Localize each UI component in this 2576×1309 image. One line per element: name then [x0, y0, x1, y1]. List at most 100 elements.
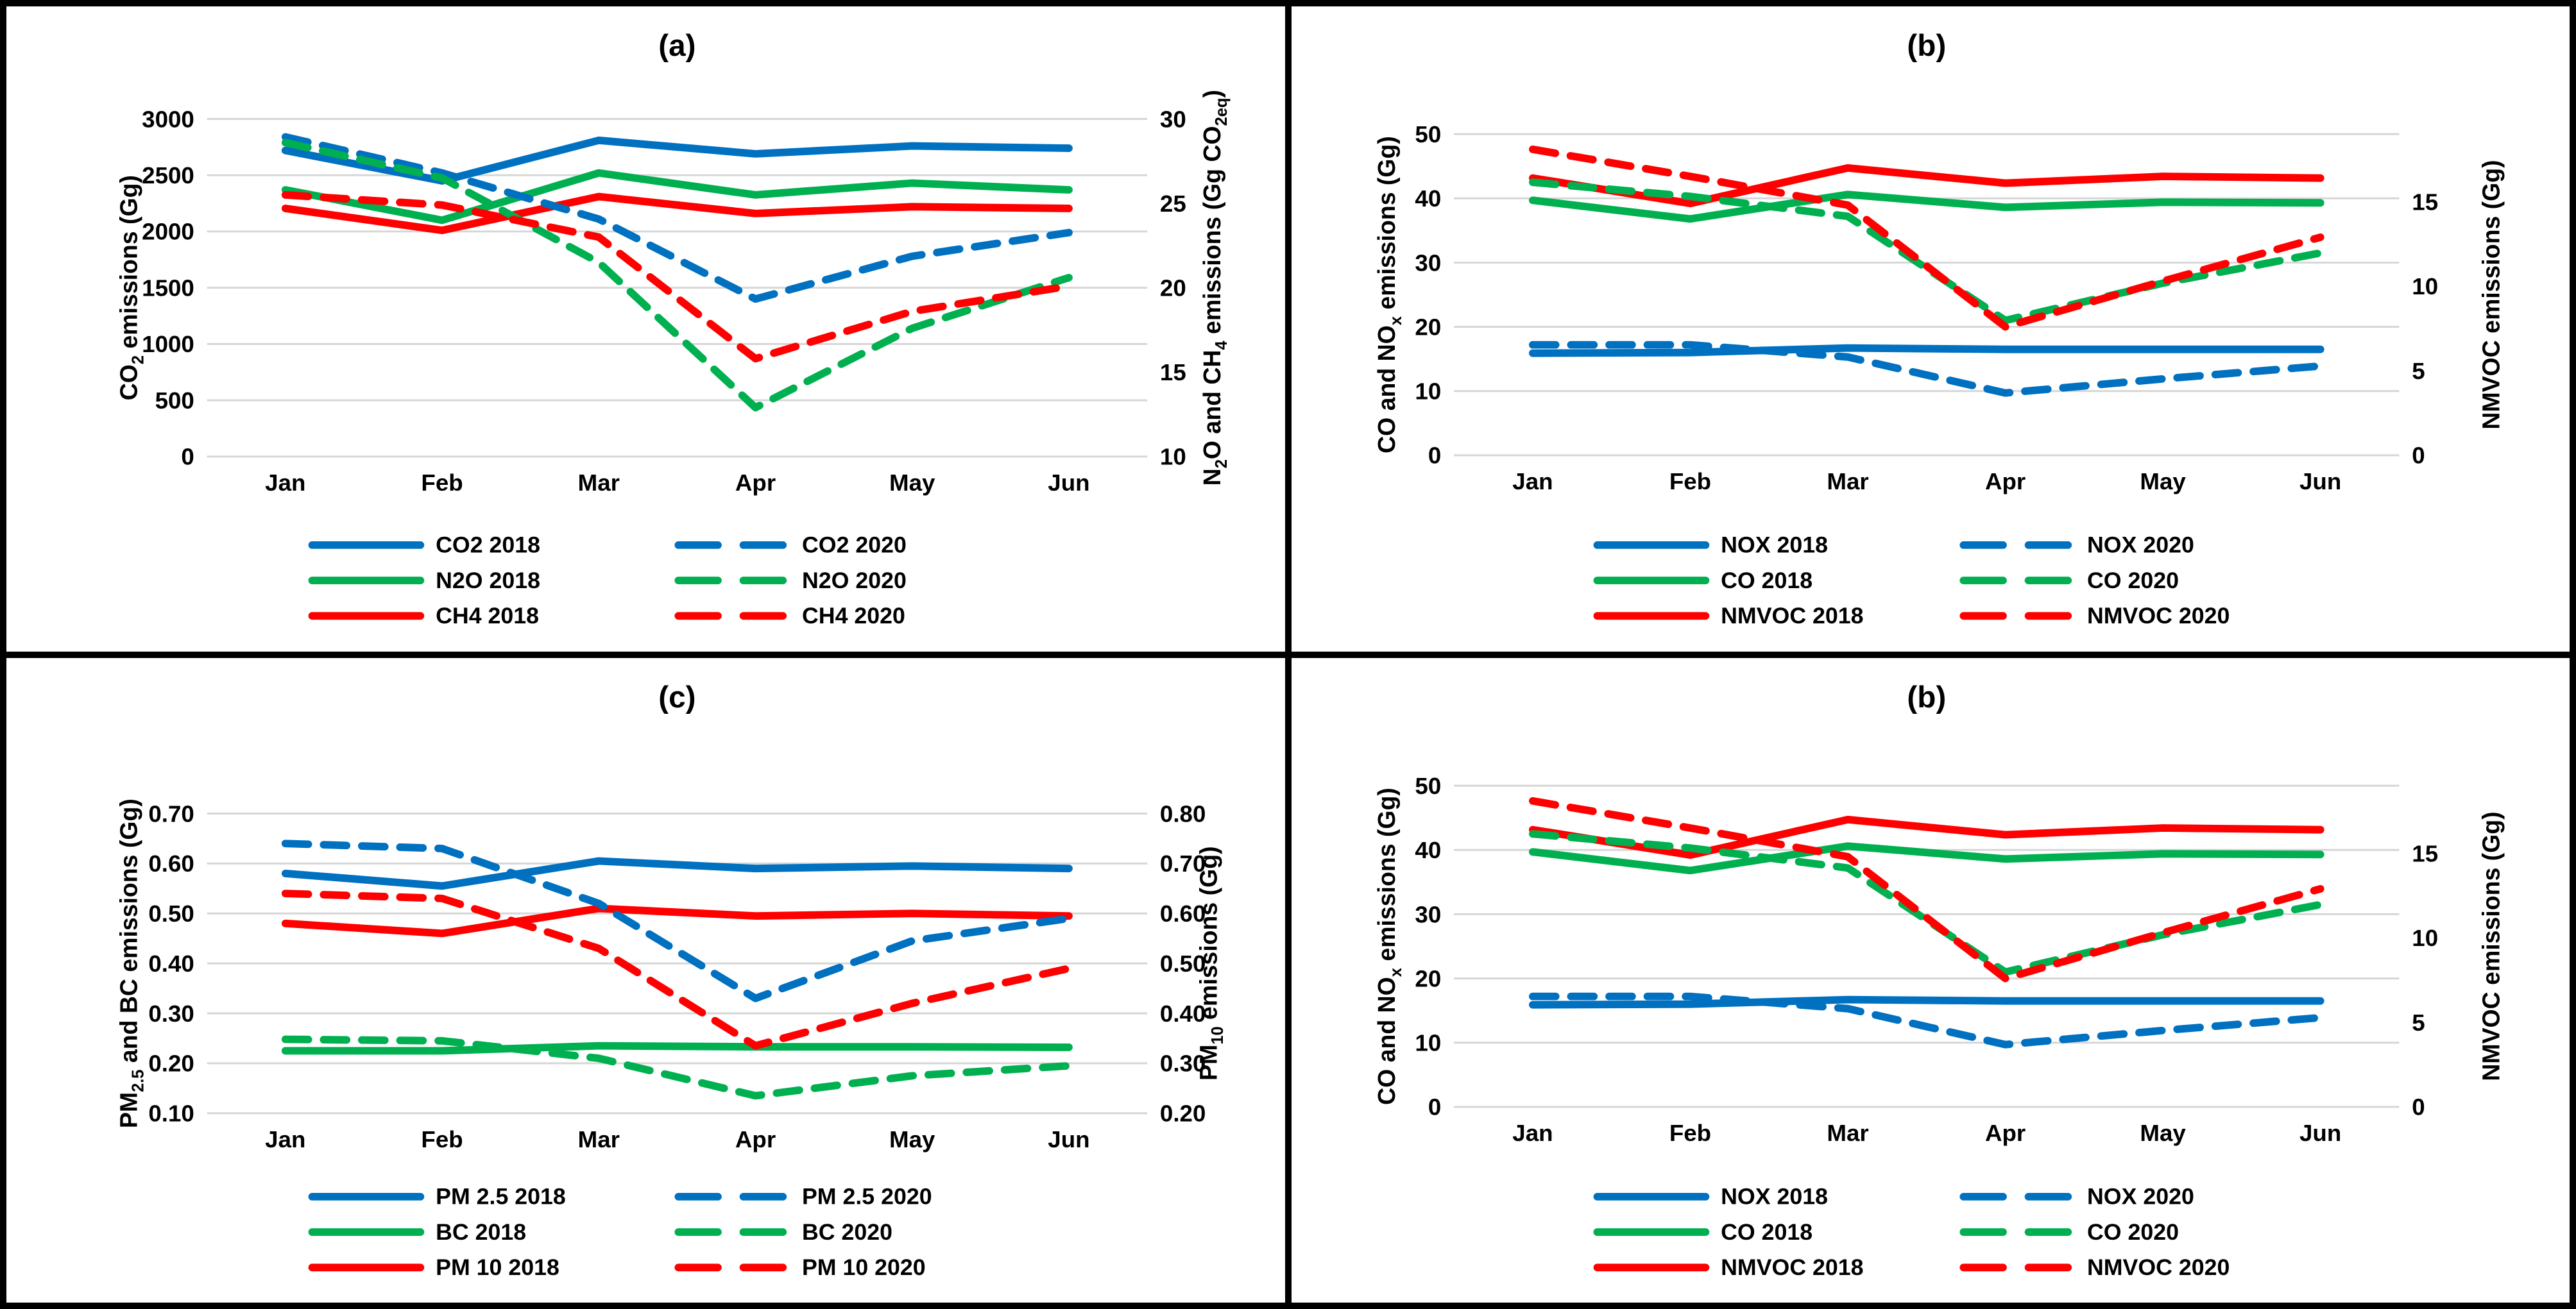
left-axis-tick: 0.10 — [148, 1100, 194, 1126]
panel-title-c: (c) — [658, 680, 695, 714]
right-axis-title-b: NMVOC emissions (Gg) — [2477, 160, 2504, 429]
chart-a: (a) 3000 2500 2000 1500 1000 500 0 30 25 20 15 10 Jan… — [115, 29, 1231, 629]
right-axis-tick: 10 — [2412, 273, 2438, 300]
left-axis-tick: 40 — [1415, 185, 1441, 212]
left-axis-tick: 1500 — [142, 275, 194, 301]
panel-d: (b) 50 40 30 20 10 0 15 10 5 0 Jan Feb Mar Apr May Jun CO… — [1291, 657, 2570, 1303]
series-line-co-2018 — [1528, 190, 2324, 223]
left-axis-title-c: PM2.5 and BC emissions (Gg) — [115, 798, 147, 1128]
x-axis-tick-feb: Feb — [421, 469, 463, 496]
legend-label-n2o-2020: N2O 2020 — [802, 568, 907, 593]
series-line-nmvoc-2018 — [1528, 164, 2324, 208]
x-axis-tick-may: May — [889, 1126, 935, 1153]
left-axis-tick: 50 — [1415, 121, 1441, 148]
left-axis-tick: 30 — [1415, 249, 1441, 276]
right-axis-tick: 0.40 — [1160, 1000, 1206, 1026]
x-axis-tick-feb: Feb — [421, 1126, 463, 1153]
series-line-n2o-2020 — [281, 139, 1073, 412]
legend-label-ch4-2020: CH4 2020 — [802, 603, 905, 629]
series-line-pm-2-5-2020 — [281, 839, 1073, 1002]
left-axis-title-d: CO and NOx emissions (Gg) — [1372, 788, 1404, 1105]
left-axis-tick: 0 — [181, 444, 194, 470]
right-axis-tick: 0 — [2412, 443, 2425, 469]
series-line-nmvoc-2020 — [1528, 145, 2324, 331]
x-axis-tick-mar: Mar — [578, 469, 620, 496]
series-line-nmvoc-2018 — [1528, 815, 2324, 859]
series-line-co2-2020 — [281, 133, 1073, 303]
left-axis-tick: 0.50 — [148, 900, 194, 927]
right-axis-tick: 15 — [1160, 359, 1186, 385]
right-axis-tick: 30 — [1160, 106, 1186, 132]
x-axis-tick-mar: Mar — [1827, 468, 1868, 494]
series-line-nox-2018 — [1528, 344, 2324, 357]
legend-label-nmvoc-2020: NMVOC 2020 — [2086, 603, 2229, 629]
x-axis-tick-mar: Mar — [1827, 1120, 1868, 1146]
legend-label-co2-2018: CO2 2018 — [436, 532, 540, 558]
left-axis-tick: 0 — [1428, 1094, 1440, 1120]
left-axis-tick: 0 — [1428, 443, 1440, 469]
legend-label-co-2018: CO 2018 — [1721, 568, 1813, 593]
series-line-bc-2018 — [281, 1042, 1073, 1054]
legend-label-bc-2018: BC 2018 — [436, 1219, 526, 1245]
legend-label-ch4-2018: CH4 2018 — [436, 603, 539, 629]
x-axis-tick-jan: Jan — [265, 469, 305, 496]
left-axis-tick: 0.70 — [148, 800, 194, 827]
right-axis-tick: 10 — [1160, 444, 1186, 470]
right-axis-tick: 0.50 — [1160, 950, 1206, 977]
left-axis-tick: 3000 — [142, 106, 194, 132]
legend-label-co2-2020: CO2 2020 — [802, 532, 907, 558]
left-axis-tick: 20 — [1415, 965, 1441, 992]
series-line-pm-2-5-2018 — [281, 857, 1073, 890]
x-axis-tick-jun: Jun — [2299, 1120, 2341, 1146]
left-axis-tick: 30 — [1415, 901, 1441, 927]
left-axis-tick: 0.60 — [148, 850, 194, 877]
series-line-co-2020 — [1528, 178, 2324, 325]
x-axis-tick-apr: Apr — [735, 1126, 776, 1153]
legend-label-nox-2020: NOX 2020 — [2086, 532, 2194, 558]
series-line-co-2020 — [1528, 829, 2324, 975]
x-axis-tick-may: May — [889, 469, 935, 496]
x-axis-tick-apr: Apr — [1984, 468, 2025, 494]
left-axis-tick: 500 — [155, 387, 194, 414]
left-axis-tick: 10 — [1415, 378, 1441, 405]
right-axis-tick: 25 — [1160, 190, 1186, 217]
left-axis-tick: 50 — [1415, 773, 1441, 799]
left-axis-tick: 10 — [1415, 1029, 1441, 1056]
legend-label-nox-2018: NOX 2018 — [1721, 532, 1828, 558]
right-axis-tick: 15 — [2412, 189, 2438, 215]
x-axis-tick-may: May — [2140, 468, 2186, 494]
right-axis-title-c: PM10 emissions (Gg) — [1195, 846, 1227, 1080]
right-axis-tick: 20 — [1160, 275, 1186, 301]
left-axis-tick: 40 — [1415, 837, 1441, 863]
right-axis-tick: 0.20 — [1160, 1100, 1206, 1126]
panel-title-a: (a) — [658, 29, 695, 63]
x-axis-tick-jan: Jan — [265, 1126, 305, 1153]
right-axis-tick: 5 — [2412, 358, 2425, 384]
legend-label-bc-2020: BC 2020 — [802, 1219, 892, 1245]
right-axis-title-a: N2O and CH4 emissions (Gg CO2eq) — [1198, 90, 1231, 486]
left-axis-title-a: CO2 emissions (Gg) — [115, 175, 147, 400]
panel-title-d: (b) — [1907, 680, 1946, 714]
left-axis-tick: 2500 — [142, 162, 194, 189]
right-axis-tick: 15 — [2412, 840, 2438, 866]
right-axis-tick: 0.30 — [1160, 1050, 1206, 1076]
left-axis-tick: 0.20 — [148, 1050, 194, 1076]
x-axis-tick-feb: Feb — [1669, 468, 1710, 494]
series-line-ch4-2020 — [281, 190, 1073, 363]
x-axis-tick-jan: Jan — [1512, 468, 1553, 494]
series-line-ch4-2018 — [281, 192, 1073, 235]
series-line-nox-2020 — [1528, 992, 2324, 1049]
series-line-nmvoc-2020 — [1528, 797, 2324, 983]
right-axis-tick: 0.60 — [1160, 900, 1206, 927]
chart-c: (c) 0.70 0.60 0.50 0.40 0.30 0.20 0.10 0.80 0.70 0… — [115, 680, 1227, 1280]
x-axis-tick-jan: Jan — [1512, 1120, 1553, 1146]
left-axis-tick: 2000 — [142, 219, 194, 245]
x-axis-tick-apr: Apr — [735, 469, 776, 496]
legend-label-nox-2020: NOX 2020 — [2086, 1183, 2194, 1209]
x-axis-tick-jun: Jun — [1048, 469, 1089, 496]
legend-label-nox-2018: NOX 2018 — [1721, 1183, 1828, 1209]
series-line-nox-2020 — [1528, 341, 2324, 397]
series-line-bc-2020 — [281, 1035, 1073, 1099]
